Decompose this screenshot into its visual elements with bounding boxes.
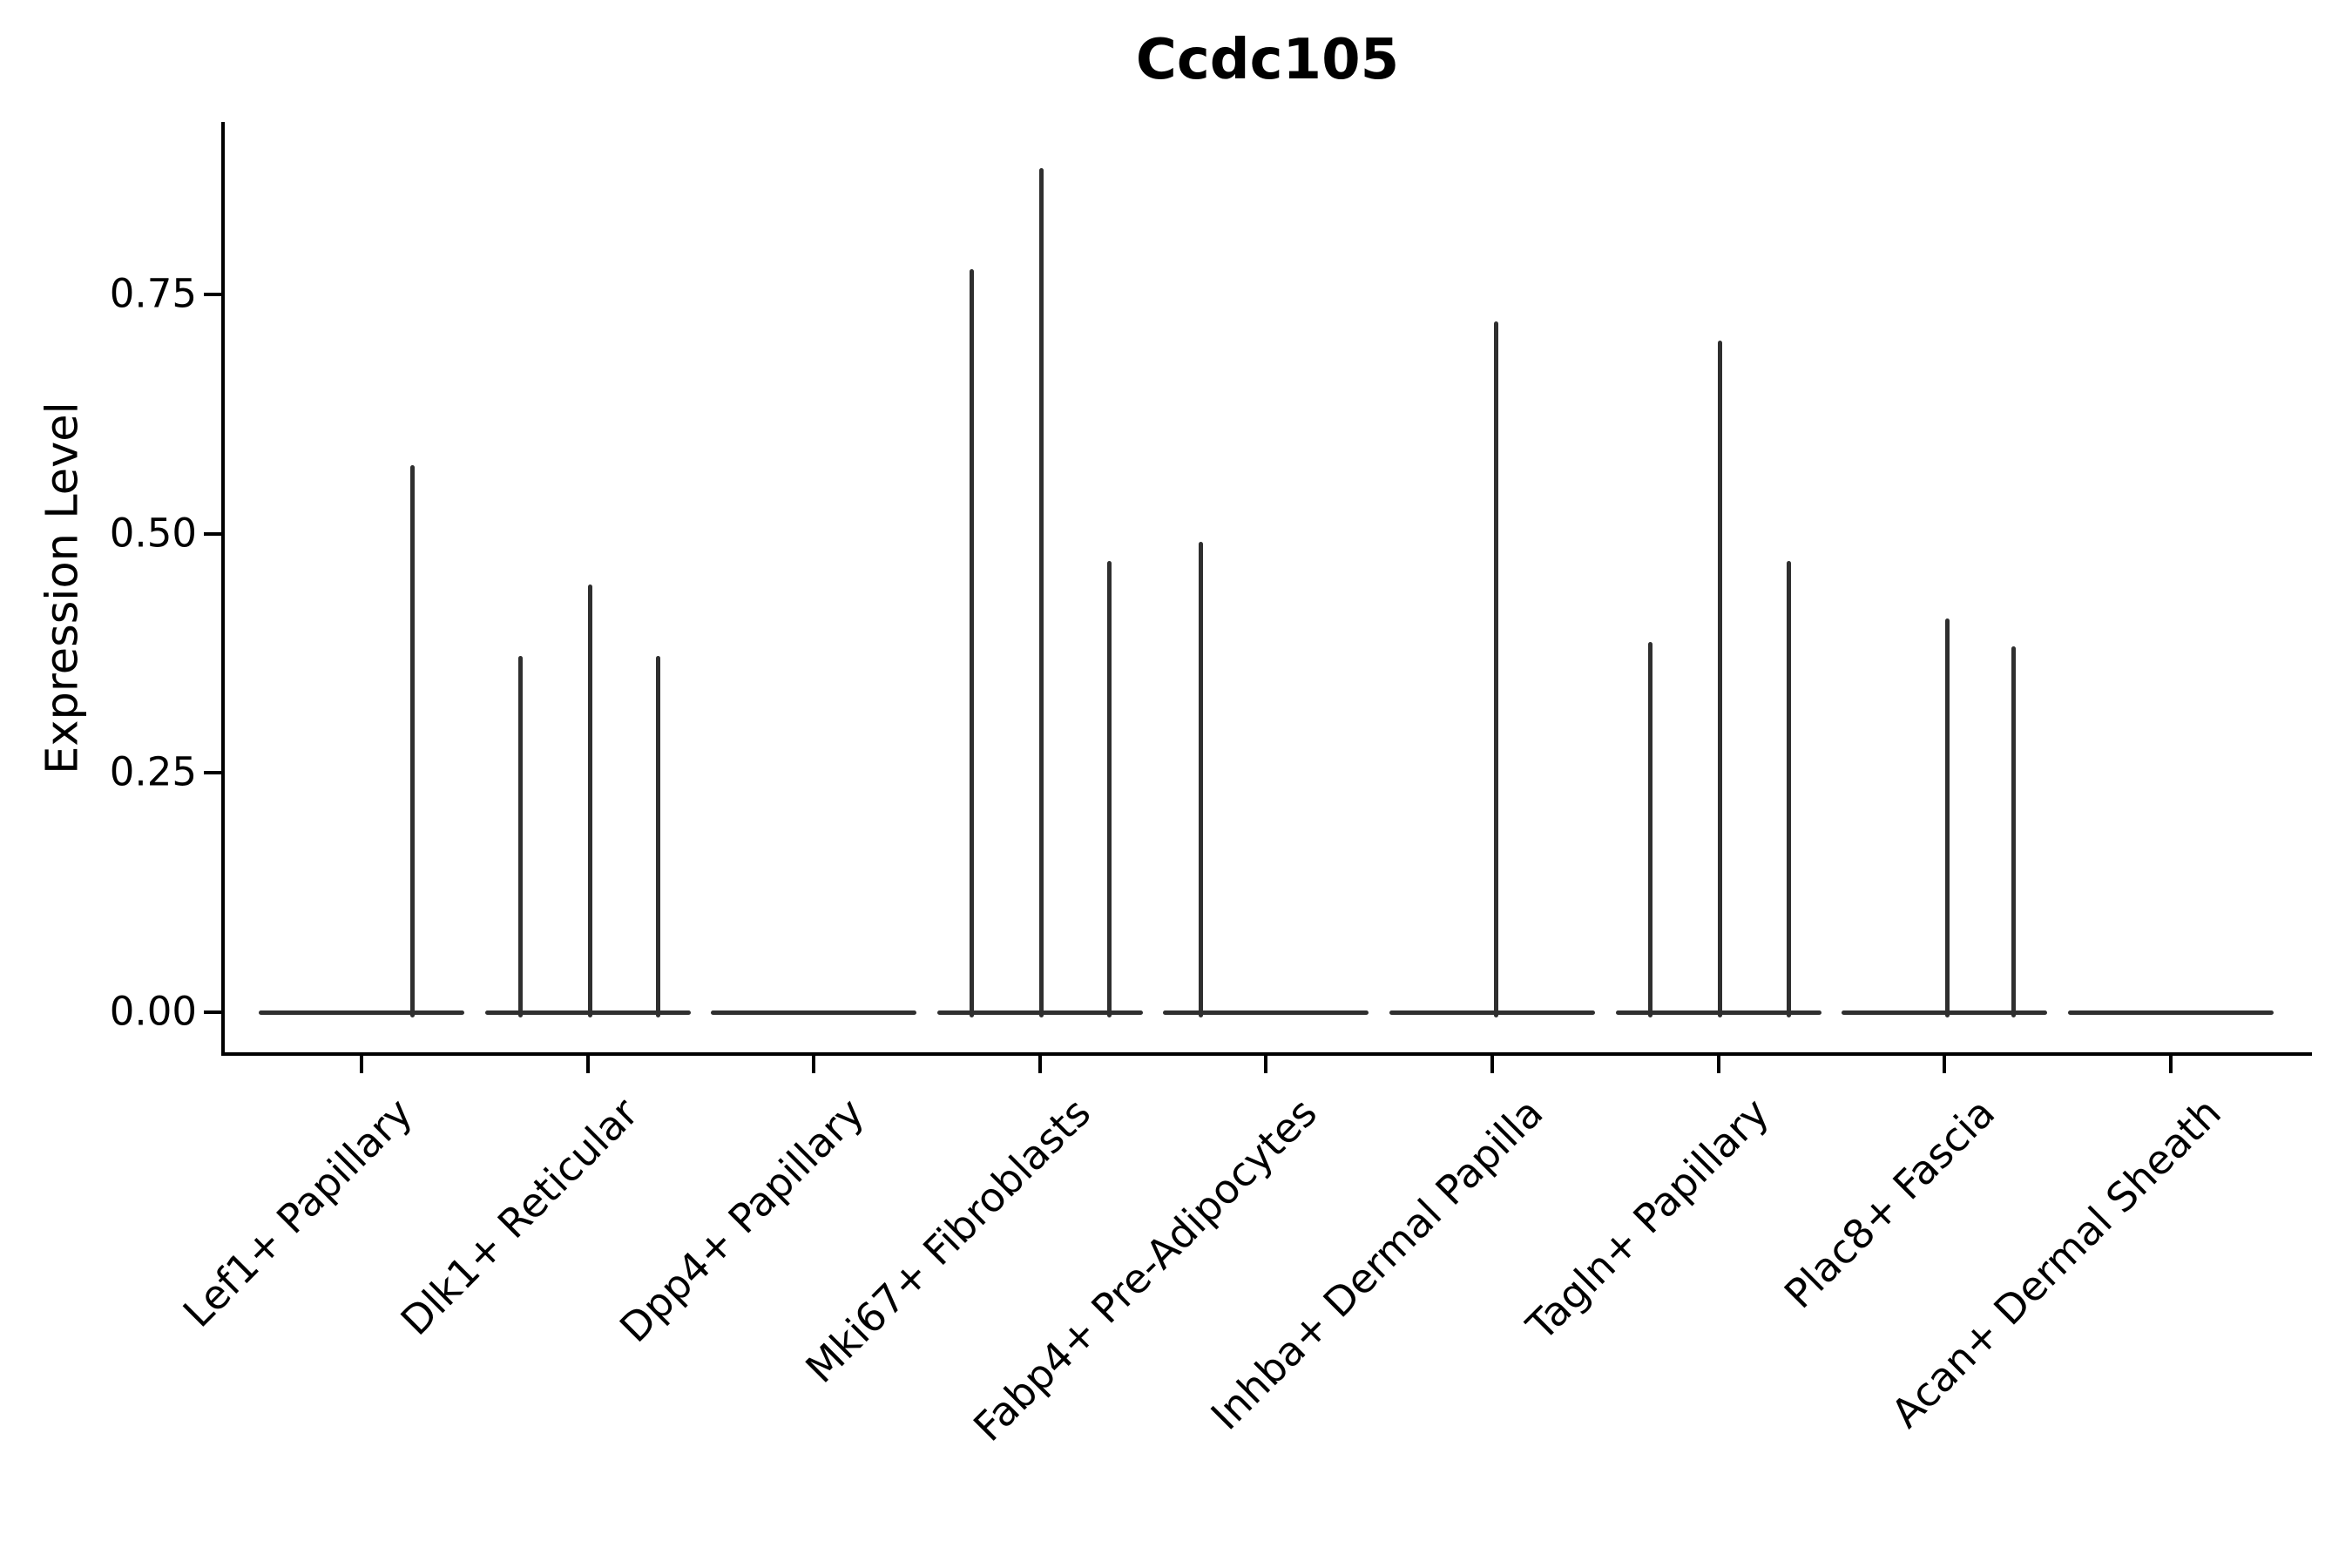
violin-baseline [1163,1010,1369,1015]
violin-spike [1787,560,1792,1017]
violin-spike [409,464,415,1017]
violin-baseline [1389,1010,1595,1015]
y-tick-label: 0.00 [109,988,197,1035]
violin-baseline [259,1010,464,1015]
violin-spike [588,585,593,1017]
y-axis-spine [221,122,225,1056]
x-tick-mark [812,1056,816,1073]
x-tick-label: Lef1+ Papillary [173,1089,422,1336]
violin-spike [1648,642,1653,1017]
violin-baseline [711,1010,917,1015]
violin-spike [1718,340,1723,1017]
y-tick-label: 0.50 [109,510,197,557]
violin-baseline [484,1010,691,1015]
violin-spike [1107,560,1112,1017]
chart-title: Ccdc105 [1135,28,1400,92]
y-tick-label: 0.75 [109,270,197,317]
violin-spike [518,656,524,1017]
y-tick-mark [204,771,221,775]
x-tick-mark [1264,1056,1268,1073]
x-tick-mark [1943,1056,1947,1073]
violin-spike [1039,168,1044,1017]
violin-spike [1944,618,1950,1017]
violin-spike [970,268,975,1017]
y-tick-mark [204,292,221,296]
y-axis-label: Expression Level [37,402,89,774]
violin-spike [1198,541,1203,1017]
violin-spike [2011,646,2016,1017]
x-tick-label: Plac8+ Fascia [1774,1089,2004,1318]
x-tick-mark [1037,1056,1042,1073]
violin-baseline [2067,1010,2274,1015]
y-tick-mark [204,1010,221,1014]
x-tick-label: Tagln+ Papillary [1517,1089,1778,1349]
x-tick-label: Dpp4+ Papillary [611,1089,874,1352]
x-tick-mark [1490,1056,1494,1073]
violin-baseline [1842,1010,2048,1015]
violin-spike [656,656,661,1017]
y-tick-label: 0.25 [109,748,197,795]
violin-spike [1493,321,1498,1017]
x-axis-spine [221,1052,2312,1056]
x-tick-mark [585,1056,590,1073]
x-tick-label: Dlk1+ Reticular [391,1089,647,1345]
x-tick-mark [360,1056,363,1073]
y-tick-mark [204,531,221,536]
x-tick-mark [2168,1056,2173,1073]
x-tick-mark [1716,1056,1720,1073]
